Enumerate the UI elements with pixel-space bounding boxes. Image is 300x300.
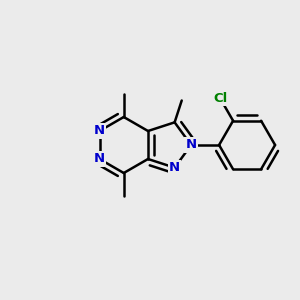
Text: N: N — [94, 124, 105, 137]
Text: N: N — [94, 152, 105, 166]
Text: N: N — [169, 161, 180, 174]
Text: N: N — [185, 139, 197, 152]
Text: Cl: Cl — [213, 92, 227, 105]
